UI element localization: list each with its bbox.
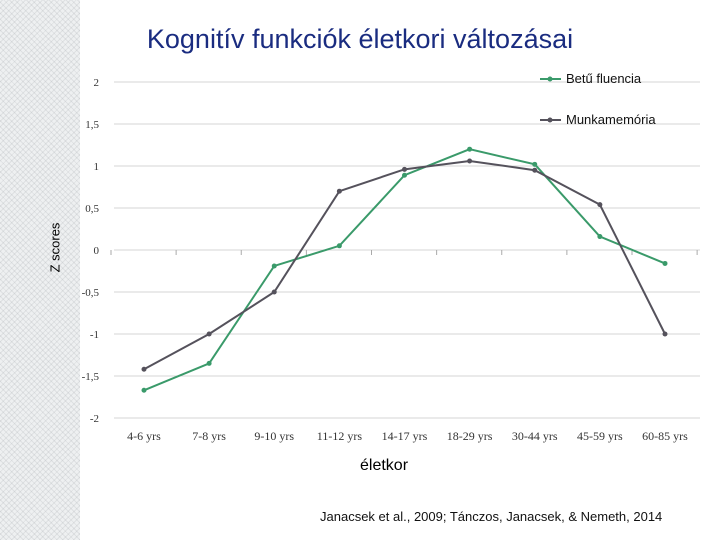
legend-marker: [547, 76, 553, 82]
x-tick-label: 60-85 yrs: [642, 429, 688, 443]
y-axis-ticks: 2 1,5 1 0,5 0 -0,5 -1 -1,5 -2: [82, 77, 100, 425]
data-point: [271, 289, 277, 295]
data-point: [336, 243, 342, 249]
legend-marker: [547, 117, 553, 123]
x-axis-label: életkor: [360, 457, 409, 474]
x-tick-label: 30-44 yrs: [512, 429, 558, 443]
y-tick-label: 0: [94, 245, 100, 257]
data-point: [467, 158, 473, 164]
data-point: [206, 360, 212, 366]
data-point: [402, 166, 407, 172]
y-tick-label: -1: [90, 329, 99, 341]
x-tick-label: 4-6 yrs: [127, 429, 161, 443]
y-tick-label: -0,5: [82, 287, 100, 299]
x-tick-label: 14-17 yrs: [382, 429, 428, 443]
y-axis-label: Z scores: [47, 222, 63, 273]
data-point: [662, 260, 668, 266]
y-tick-label: 2: [94, 77, 100, 89]
data-point: [141, 366, 147, 372]
chart-legend: Betű fluencia Munkamemória: [540, 71, 656, 127]
data-point: [141, 387, 147, 393]
x-tick-label: 7-8 yrs: [192, 429, 226, 443]
series-line: [143, 159, 666, 371]
data-point: [402, 172, 407, 178]
data-point: [467, 146, 473, 152]
y-tick-label: -2: [90, 413, 99, 425]
x-tick-label: 9-10 yrs: [254, 429, 294, 443]
data-point: [662, 331, 668, 337]
data-point: [532, 161, 538, 167]
data-point: [271, 263, 277, 269]
x-tick-label: 18-29 yrs: [447, 429, 493, 443]
y-tick-label: 1,5: [85, 119, 99, 131]
y-tick-label: 1: [94, 161, 100, 173]
series-line: [143, 148, 666, 392]
x-tick-label: 45-59 yrs: [577, 429, 623, 443]
data-point: [597, 202, 603, 208]
data-point: [206, 331, 212, 337]
chart-series: [141, 146, 668, 393]
data-point: [532, 167, 538, 173]
y-tick-label: 0,5: [85, 203, 99, 215]
x-tick-label: 11-12 yrs: [317, 429, 363, 443]
decorative-side-pattern: [0, 0, 80, 540]
legend-label: Betű fluencia: [566, 71, 642, 86]
x-axis-categories: 4-6 yrs 7-8 yrs 9-10 yrs 11-12 yrs 14-17 yrs…: [127, 429, 688, 443]
data-point: [336, 188, 342, 194]
data-point: [597, 234, 603, 240]
citation-text: Janacsek et al., 2009; Tánczos, Janacsek…: [320, 509, 663, 524]
y-tick-label: -1,5: [82, 371, 100, 383]
legend-label: Munkamemória: [566, 112, 656, 127]
slide-title: Kognitív funkciók életkori változásai: [146, 24, 574, 54]
